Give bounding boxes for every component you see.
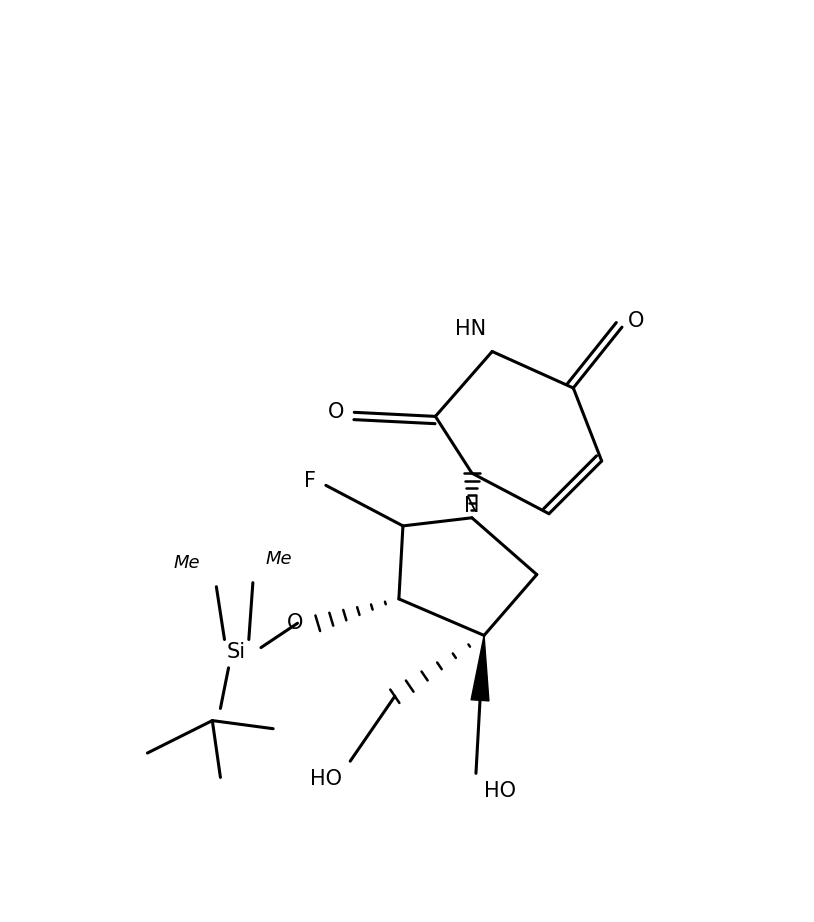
Text: F: F [304,471,316,491]
Text: O: O [628,312,644,332]
Text: Me: Me [265,550,291,568]
Text: Me: Me [173,554,200,573]
Text: N: N [464,496,479,516]
Text: O: O [328,402,344,422]
Polygon shape [471,635,489,701]
Text: HN: HN [454,319,486,339]
Text: HO: HO [310,769,342,789]
Text: Si: Si [227,642,246,662]
Text: O: O [287,613,303,633]
Text: HO: HO [484,782,516,801]
